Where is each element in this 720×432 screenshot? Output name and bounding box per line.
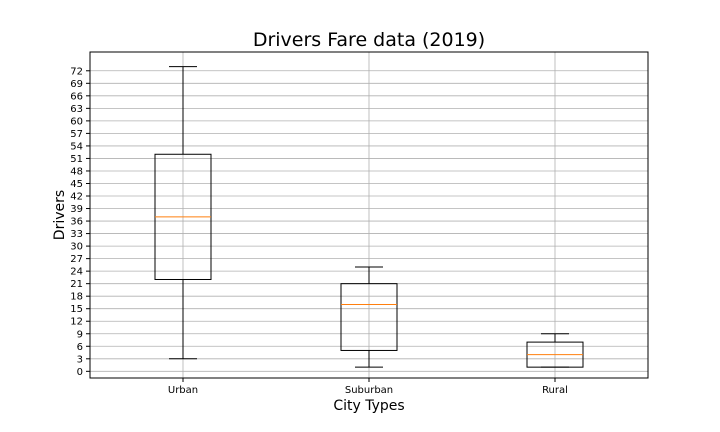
grid-lines	[90, 52, 648, 378]
box-group-rural	[526, 333, 584, 368]
y-tick-label: 27	[70, 254, 83, 265]
y-tick-label: 18	[70, 292, 83, 303]
x-tick-label: Urban	[168, 385, 198, 396]
y-tick-label: 9	[77, 329, 83, 340]
y-tick-label: 63	[70, 104, 83, 115]
boxes	[154, 66, 584, 368]
axis-ticks: 0369121518212427303336394245485154576063…	[70, 66, 568, 396]
x-tick-label: Suburban	[345, 385, 393, 396]
y-tick-label: 72	[70, 66, 83, 77]
box-group-urban	[154, 66, 212, 360]
y-tick-label: 60	[70, 116, 83, 127]
y-tick-label: 51	[70, 154, 83, 165]
y-tick-label: 0	[77, 367, 83, 378]
y-tick-label: 21	[70, 279, 83, 290]
y-tick-label: 6	[77, 342, 83, 353]
x-tick-label: Rural	[542, 385, 568, 396]
y-tick-label: 24	[70, 267, 83, 278]
y-tick-label: 12	[70, 317, 83, 328]
y-tick-label: 3	[77, 354, 83, 365]
y-tick-label: 69	[70, 79, 83, 90]
y-tick-label: 45	[70, 179, 83, 190]
y-tick-label: 36	[70, 217, 83, 228]
iqr-box	[340, 283, 398, 351]
y-tick-label: 30	[70, 242, 83, 253]
y-tick-label: 57	[70, 129, 83, 140]
box-group-suburban	[340, 266, 398, 368]
y-axis-label: Drivers	[52, 190, 68, 240]
y-tick-label: 54	[70, 141, 83, 152]
y-tick-label: 33	[70, 229, 83, 240]
y-tick-label: 66	[70, 91, 83, 102]
chart-title: Drivers Fare data (2019)	[253, 29, 485, 51]
y-tick-label: 39	[70, 204, 83, 215]
y-tick-label: 48	[70, 166, 83, 177]
x-axis-label: City Types	[333, 398, 404, 414]
y-tick-label: 15	[70, 304, 83, 315]
y-tick-label: 42	[70, 192, 83, 203]
